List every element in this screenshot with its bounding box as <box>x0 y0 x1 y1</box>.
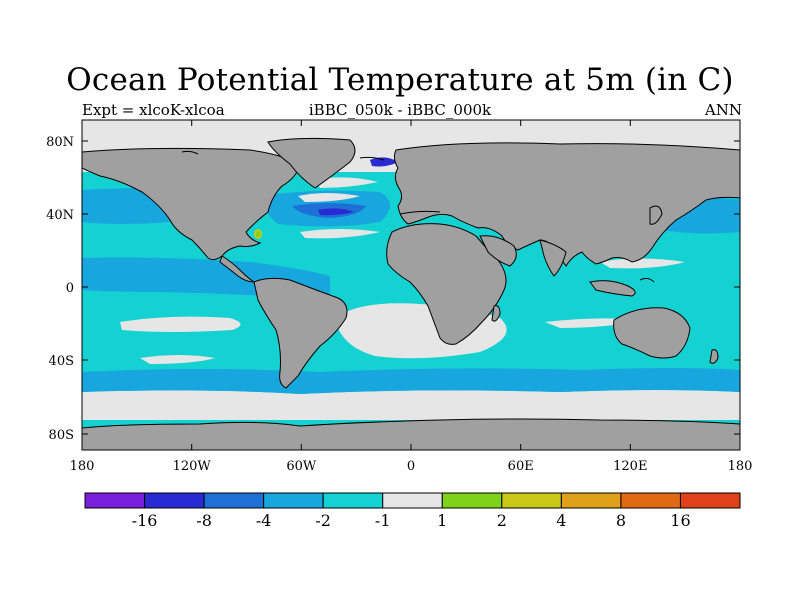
colorbar-swatch <box>322 492 384 509</box>
coastline-details <box>181 150 655 283</box>
colorbar-label: -4 <box>256 511 272 530</box>
map-plot-area <box>82 120 740 450</box>
lat-label: 80S <box>49 428 74 443</box>
colorbar-swatch <box>620 492 681 509</box>
map-title: Ocean Potential Temperature at 5m (in C) <box>66 62 734 98</box>
lon-label: 120W <box>173 459 212 474</box>
lat-label: 40N <box>46 208 74 223</box>
new-zealand <box>709 349 719 364</box>
southeast-asia-islands <box>589 280 636 297</box>
lon-label: 180 <box>70 459 95 474</box>
gulf-of-mexico-warm-core <box>256 231 260 237</box>
colorbar-label: -2 <box>315 511 331 530</box>
greenland <box>267 137 356 189</box>
lon-label: 60E <box>508 459 534 474</box>
south-pacific-neutral-patch-2 <box>140 355 215 364</box>
subpolar-neutral-patch-2 <box>315 177 378 188</box>
nordic-sea-strong-cool <box>370 157 398 167</box>
lon-label: 0 <box>407 459 415 474</box>
indian-subcontinent <box>539 239 567 277</box>
lat-label: 0 <box>66 281 74 296</box>
arabian-peninsula <box>479 235 517 267</box>
latitude-axis: 80N 40N 0 40S 80S <box>46 135 740 443</box>
north-atlantic-strongest-cool <box>318 208 354 216</box>
colorbar-swatch <box>382 492 443 509</box>
southern-ocean-neutral-band <box>82 390 740 420</box>
colorbar-swatch <box>84 492 146 509</box>
colorbar-label: 2 <box>497 511 507 530</box>
colorbar-swatch <box>144 492 205 509</box>
lat-label: 40S <box>49 354 74 369</box>
colorbar-swatch <box>263 492 324 509</box>
north-atlantic-neutral-patch <box>300 229 380 239</box>
west-pacific-neutral-patch <box>600 258 685 269</box>
colorbar-label: -1 <box>375 511 391 530</box>
longitude-axis: 180 120W 60W 0 60E 120E 180 <box>70 120 753 474</box>
colorbar-label: 8 <box>616 511 626 530</box>
land-masses <box>82 137 740 450</box>
japan <box>649 205 663 225</box>
lon-label: 60W <box>286 459 317 474</box>
colorbar-label: 4 <box>556 511 566 530</box>
season-label: ANN <box>704 101 742 119</box>
colorbar-label: -8 <box>196 511 212 530</box>
australia <box>613 307 691 359</box>
colorbar-swatch <box>679 492 741 509</box>
lat-label: 80N <box>46 135 74 150</box>
south-pacific-neutral-patch <box>120 316 241 332</box>
colorbar-label: -16 <box>132 511 158 530</box>
antarctica <box>82 418 740 450</box>
colorbar-swatch <box>501 492 562 509</box>
colorbar-label: 1 <box>437 511 447 530</box>
colorbar: -16 -8 -4 -2 -1 1 2 4 8 16 <box>84 492 741 530</box>
experiment-label: Expt = xlcoK-xlcoa <box>82 101 225 119</box>
difference-label: iBBC_050k - iBBC_000k <box>308 101 492 119</box>
lon-label: 180 <box>728 459 753 474</box>
subpolar-neutral-patch <box>298 193 360 202</box>
southern-ocean-cool-band <box>82 368 740 394</box>
colorbar-swatch <box>560 492 622 509</box>
madagascar <box>491 305 501 322</box>
africa <box>386 223 507 345</box>
south-america <box>253 277 348 389</box>
colorbar-label: 16 <box>670 511 690 530</box>
colorbar-swatch <box>203 492 265 509</box>
lon-label: 120E <box>613 459 647 474</box>
colorbar-swatch <box>441 492 503 509</box>
